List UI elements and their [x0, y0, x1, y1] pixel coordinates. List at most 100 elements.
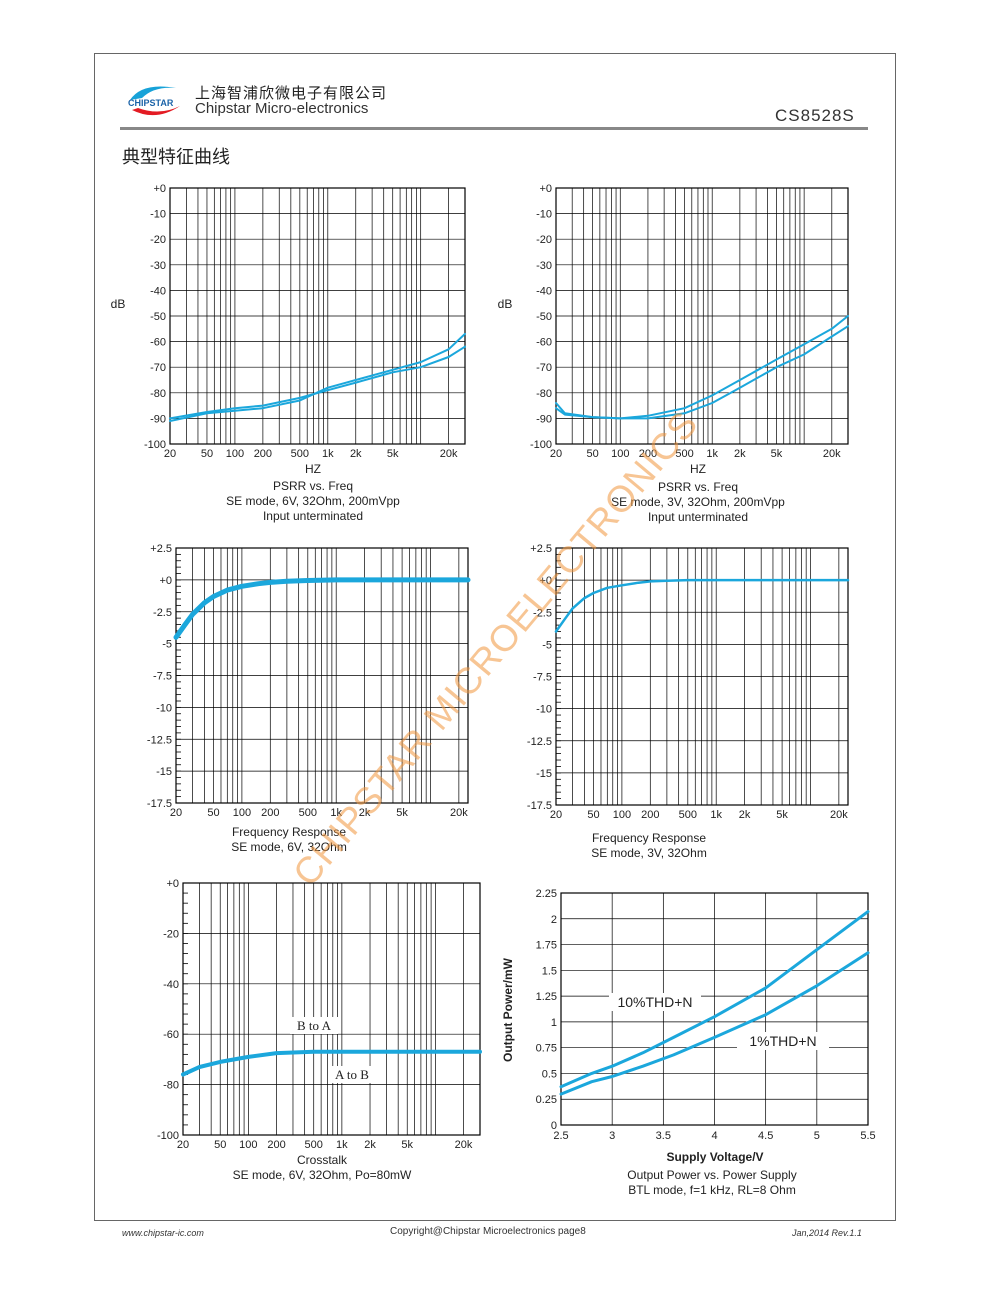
chart-1-y-tick-label: -30 — [536, 260, 552, 272]
chart-0-x-tick-label: 500 — [291, 448, 309, 460]
section-title: 典型特征曲线 — [122, 147, 230, 167]
chart-2-x-tick-label: 200 — [261, 807, 279, 819]
chart-1-caption: PSRR vs. Freq — [658, 480, 738, 494]
chart-5-y-tick-label: 0.25 — [536, 1094, 557, 1106]
chart-2-y-tick-label: -10 — [156, 702, 172, 714]
chart-1-y-tick-label: -70 — [536, 362, 552, 374]
chart-5-y-tick-label: 1 — [551, 1017, 557, 1029]
chart-2-caption: Frequency Response — [232, 825, 346, 839]
chart-5-y-tick-label: 0.75 — [536, 1043, 557, 1055]
chart-4-x-tick-label: 50 — [214, 1139, 226, 1151]
chart-4-annotation-bg — [328, 1066, 376, 1083]
chart-0-x-axis-label: HZ — [305, 462, 321, 476]
logo-text: CHIPSTAR — [128, 98, 174, 108]
chart-1-x-tick-label: 200 — [639, 448, 657, 460]
chart-5-series-label-bg — [609, 993, 701, 1011]
chart-1-series-1-line — [555, 325, 849, 420]
chart-4-x-tick-label: 1k — [336, 1139, 348, 1151]
chart-5-series-0-line — [559, 910, 870, 1089]
chipstar-logo: CHIPSTAR — [128, 86, 180, 116]
chart-3-y-tick-label: +0 — [539, 575, 552, 587]
chart-4-y-tick-label: -80 — [163, 1080, 179, 1092]
chart-0-y-tick-label: -20 — [150, 234, 166, 246]
company-name-cn: 上海智浦欣微电子有限公司 — [195, 85, 388, 102]
chart-2-y-tick-label: -15 — [156, 766, 172, 778]
chart-0-x-tick-label: 20 — [164, 448, 176, 460]
chart-5-y-tick-label: 0 — [551, 1120, 557, 1132]
chart-2-y-tick-label: -12.5 — [147, 734, 172, 746]
chart-5-x-tick-label: 4.5 — [758, 1130, 773, 1142]
chart-3-caption: Frequency Response — [592, 831, 706, 845]
chart-3-y-tick-label: -7.5 — [533, 672, 552, 684]
chart-4-y-tick-label: -100 — [157, 1130, 179, 1142]
chart-1-x-tick-label: 50 — [586, 448, 598, 460]
chart-5-y-tick-label: 1.75 — [536, 940, 557, 952]
chart-0-y-tick-label: -80 — [150, 388, 166, 400]
chart-4-x-tick-label: 20k — [455, 1139, 473, 1151]
chart-4-annotation: A to B — [335, 1067, 369, 1082]
chart-3-y-tick-label: -17.5 — [527, 800, 552, 812]
chart-0-y-tick-label: -50 — [150, 311, 166, 323]
chart-4-caption: SE mode, 6V, 32Ohm, Po=80mW — [233, 1168, 412, 1182]
chart-4-x-tick-label: 2k — [364, 1139, 376, 1151]
chart-2-x-tick-label: 50 — [207, 807, 219, 819]
chart-4-x-tick-label: 100 — [239, 1139, 257, 1151]
chart-2-x-tick-label: 100 — [233, 807, 251, 819]
chart-5-caption: BTL mode, f=1 kHz, RL=8 Ohm — [628, 1183, 796, 1197]
chart-4-annotation-bg — [290, 1017, 338, 1034]
chart-1-x-axis-label: HZ — [690, 462, 706, 476]
chart-5-series-1-line — [559, 951, 870, 1096]
chart-1-y-tick-label: -100 — [530, 439, 552, 451]
chart-4-x-tick-label: 5k — [401, 1139, 413, 1151]
chart-1-y-tick-label: -40 — [536, 285, 552, 297]
chart-2-y-tick-label: +2.5 — [150, 543, 172, 555]
chart-3-x-tick-label: 5k — [776, 809, 788, 821]
chart-1-y-tick-label: -10 — [536, 209, 552, 221]
chart-0-y-tick-label: -10 — [150, 209, 166, 221]
chart-2-y-tick-label: +0 — [159, 575, 172, 587]
chart-5-x-tick-label: 5 — [814, 1130, 820, 1142]
chart-1-x-tick-label: 500 — [675, 448, 693, 460]
chart-4-x-tick-label: 200 — [267, 1139, 285, 1151]
chart-2-y-tick-label: -2.5 — [153, 607, 172, 619]
part-number: CS8528S — [775, 106, 855, 125]
chart-5-y-tick-label: 1.5 — [542, 965, 557, 977]
chart-1-y-tick-label: -80 — [536, 388, 552, 400]
footer-website[interactable]: www.chipstar-ic.com — [122, 1228, 204, 1238]
chart-2-x-tick-label: 20k — [450, 807, 468, 819]
chart-4-annotation: B to A — [297, 1018, 332, 1033]
chart-2-series-0-line — [173, 577, 471, 640]
chart-5-y-axis-label: Output Power/mW — [501, 957, 515, 1062]
chart-3-x-tick-label: 100 — [613, 809, 631, 821]
chart-3-x-tick-label: 1k — [710, 809, 722, 821]
chart-3-y-tick-label: -2.5 — [533, 607, 552, 619]
chart-2-x-tick-label: 5k — [396, 807, 408, 819]
page-frame — [94, 53, 896, 1221]
chart-0-caption: SE mode, 6V, 32Ohm, 200mVpp — [226, 494, 400, 508]
chart-0-x-tick-label: 2k — [350, 448, 362, 460]
chart-5-x-axis-label: Supply Voltage/V — [666, 1150, 763, 1164]
chart-4-caption: Crosstalk — [297, 1153, 348, 1167]
chart-0-y-tick-label: -100 — [144, 439, 166, 451]
chart-1-y-axis-label: dB — [498, 297, 513, 311]
chart-3-y-tick-label: -15 — [536, 768, 552, 780]
chart-5-x-tick-label: 2.5 — [553, 1130, 568, 1142]
chart-0-x-tick-label: 100 — [226, 448, 244, 460]
chart-3-y-tick-label: -12.5 — [527, 736, 552, 748]
chart-0-y-tick-label: -70 — [150, 362, 166, 374]
chart-4-x-tick-label: 500 — [305, 1139, 323, 1151]
chart-0-series-1-line — [169, 345, 466, 420]
chart-0-y-tick-label: +0 — [153, 183, 166, 195]
chart-0-y-tick-label: -60 — [150, 337, 166, 349]
chart-4-plot-frame — [182, 882, 481, 1136]
chart-1-y-tick-label: -90 — [536, 413, 552, 425]
chart-0-y-axis-label: dB — [111, 297, 126, 311]
chart-0-x-tick-label: 200 — [254, 448, 272, 460]
chart-0-y-tick-label: -90 — [150, 413, 166, 425]
chart-1-y-tick-label: +0 — [539, 183, 552, 195]
chart-3-x-tick-label: 20 — [550, 809, 562, 821]
chart-1-x-tick-label: 20 — [550, 448, 562, 460]
chart-4-x-tick-label: 20 — [177, 1139, 189, 1151]
chart-5-y-tick-label: 0.5 — [542, 1068, 557, 1080]
footer-revision: Jan,2014 Rev.1.1 — [792, 1228, 862, 1238]
